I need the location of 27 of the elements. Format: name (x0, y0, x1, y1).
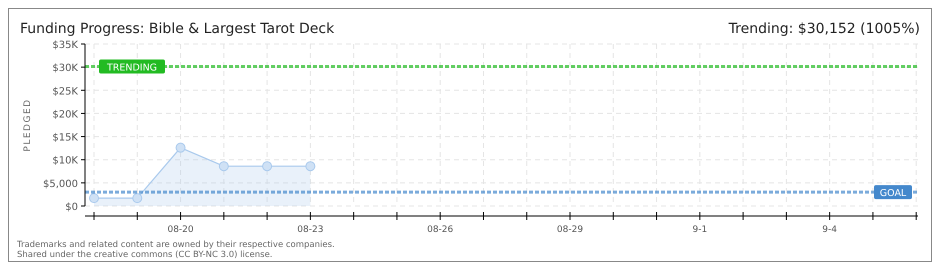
x-tick-label: 9-4 (822, 225, 838, 235)
y-axis-title: PLEDGED (23, 98, 33, 152)
y-tick-label: $10K (52, 156, 78, 167)
chart-subtitle: Trending: $30,152 (1005%) (728, 21, 920, 37)
x-tick-label: 08-20 (167, 225, 194, 235)
y-tick-label: $30K (52, 63, 78, 74)
y-tick-label: $15K (52, 132, 78, 144)
chart-title: Funding Progress: Bible & Largest Tarot Deck (20, 21, 336, 37)
y-tick-label: $5,000 (43, 178, 78, 190)
x-tick-label: 08-29 (556, 225, 584, 235)
y-tick-label: $0 (65, 202, 78, 213)
y-tick-label: $35K (52, 40, 78, 51)
text: Shared under the creative commons (CC BY-NC 3.0) license. (17, 250, 273, 260)
point (132, 193, 142, 204)
x-tick-label: 08-26 (427, 225, 454, 235)
point (262, 161, 272, 172)
y-tick-label: $25K (52, 86, 78, 98)
x-tick-label: 9-1 (692, 225, 708, 235)
point (89, 193, 100, 204)
point (305, 161, 316, 172)
point (176, 142, 186, 153)
x-tick-label: 08-23 (297, 225, 324, 235)
ref-line-label: TRENDING (106, 62, 158, 74)
y-tick-label: $20K (52, 109, 78, 120)
ref-line-label: GOAL (880, 188, 907, 200)
text: Trademarks and related content are owned by their respective companies. (16, 240, 335, 250)
point (218, 161, 229, 172)
